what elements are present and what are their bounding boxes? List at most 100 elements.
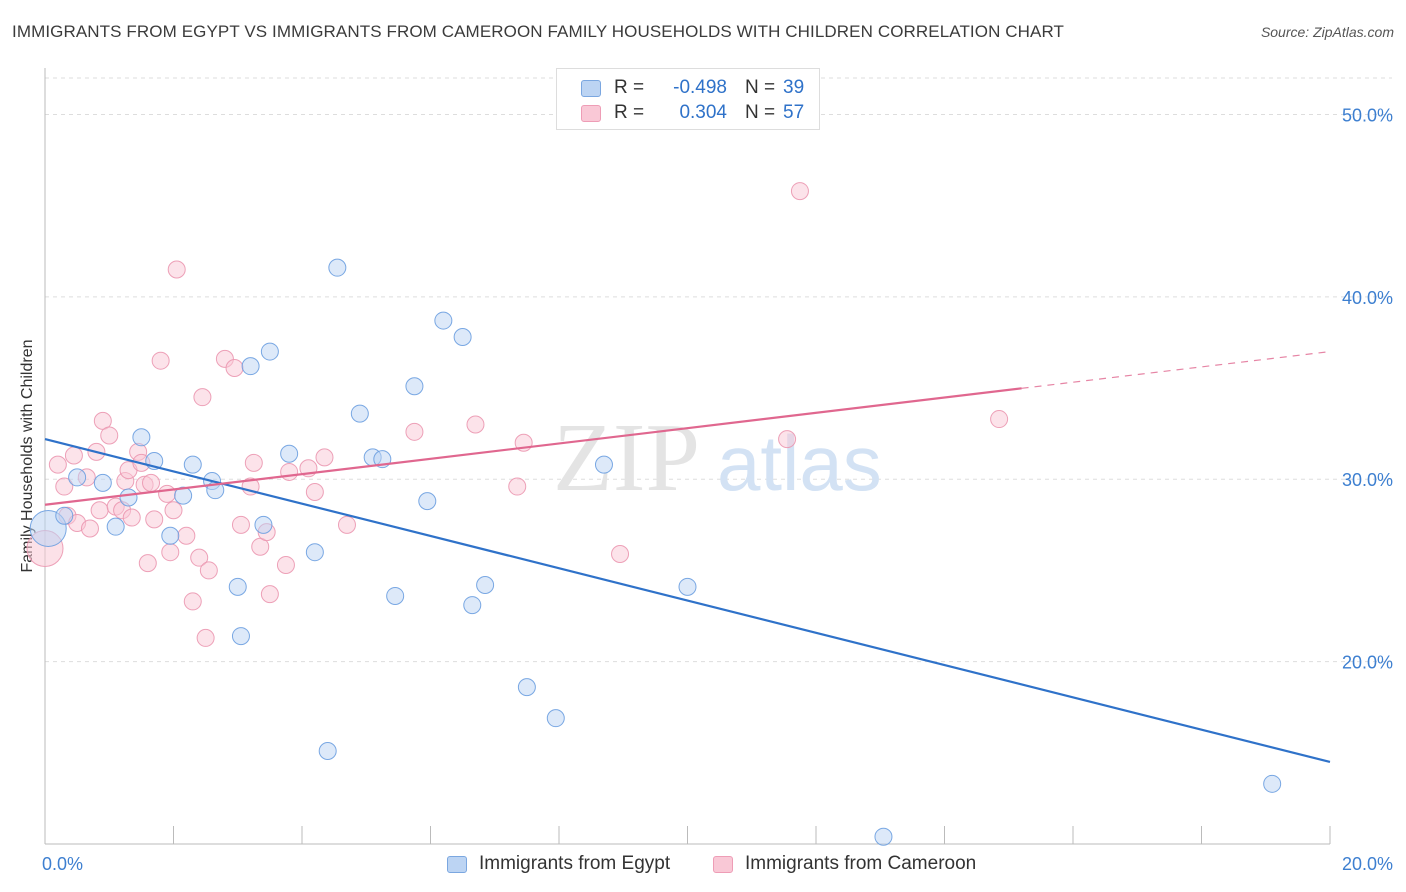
egypt-point xyxy=(161,526,180,545)
cameroon-point xyxy=(508,477,527,496)
egypt-point xyxy=(678,577,697,596)
cameroon-point xyxy=(225,358,244,377)
cameroon-point xyxy=(145,510,164,529)
bottom-legend-egypt: Immigrants from Egypt xyxy=(447,852,670,876)
bottom-legend-label-egypt: Immigrants from Egypt xyxy=(479,853,671,874)
egypt-point xyxy=(453,327,472,346)
cameroon-point xyxy=(122,508,141,527)
cameroon-point xyxy=(164,501,183,520)
cameroon-point xyxy=(231,515,250,534)
egypt-point xyxy=(386,586,405,605)
cameroon-trend-line-extension xyxy=(1021,350,1331,389)
watermark-atlas: atlas xyxy=(717,419,882,507)
cameroon-point xyxy=(167,260,186,279)
cameroon-point xyxy=(280,462,299,481)
legend-r-value-egypt: -0.498 xyxy=(673,77,727,98)
egypt-point xyxy=(405,377,424,396)
legend-n-value-egypt: 39 xyxy=(783,77,805,98)
cameroon-point xyxy=(177,526,196,545)
egypt-point xyxy=(119,488,138,507)
series-cameroon-points xyxy=(26,182,1009,647)
legend-swatch-egypt xyxy=(581,79,601,97)
cameroon-point xyxy=(55,477,74,496)
cameroon-point xyxy=(196,628,215,647)
egypt-point xyxy=(231,627,250,646)
egypt-point xyxy=(594,455,613,474)
legend-swatch-cameroon xyxy=(581,104,601,122)
x-tick-label: 20.0% xyxy=(1342,854,1393,874)
egypt-point xyxy=(546,709,565,728)
egypt-point xyxy=(132,428,151,447)
egypt-point xyxy=(476,576,495,595)
cameroon-point xyxy=(48,455,67,474)
cameroon-point xyxy=(337,515,356,534)
egypt-point xyxy=(183,455,202,474)
cameroon-point xyxy=(193,388,212,407)
series-egypt-points xyxy=(29,258,1282,846)
cameroon-point xyxy=(466,415,485,434)
egypt-point xyxy=(305,543,324,562)
cameroon-point xyxy=(315,448,334,467)
chart-title: IMMIGRANTS FROM EGYPT VS IMMIGRANTS FROM… xyxy=(12,22,1065,41)
cameroon-point xyxy=(64,446,83,465)
cameroon-point xyxy=(790,182,809,201)
bottom-legend-swatch-cameroon xyxy=(713,855,733,873)
egypt-point xyxy=(260,342,279,361)
y-tick-label: 20.0% xyxy=(1342,653,1393,673)
cameroon-point xyxy=(158,484,177,503)
cameroon-point xyxy=(305,483,324,502)
legend-row-egypt: R = -0.498 N = 39 xyxy=(581,77,804,99)
cameroon-point xyxy=(183,592,202,611)
correlation-legend: R = -0.498 N = 39 R = 0.304 N = 57 xyxy=(556,68,820,130)
cameroon-point xyxy=(142,473,161,492)
y-tick-label: 50.0% xyxy=(1342,105,1393,125)
bottom-legend-swatch-egypt xyxy=(447,855,467,873)
egypt-point xyxy=(517,678,536,697)
egypt-point xyxy=(874,827,893,846)
cameroon-point xyxy=(244,453,263,472)
cameroon-point xyxy=(276,555,295,574)
egypt-point xyxy=(1263,774,1282,793)
egypt-point xyxy=(434,311,453,330)
cameroon-point xyxy=(990,410,1009,429)
bottom-legend-cameroon: Immigrants from Cameroon xyxy=(713,852,976,876)
cameroon-point xyxy=(260,585,279,604)
y-tick-label: 40.0% xyxy=(1342,288,1393,308)
cameroon-trend-line xyxy=(44,387,1022,506)
legend-r-value-cameroon: 0.304 xyxy=(679,102,727,123)
y-tick-label: 30.0% xyxy=(1342,470,1393,490)
cameroon-point xyxy=(80,519,99,538)
egypt-point xyxy=(318,741,337,760)
cameroon-point xyxy=(161,543,180,562)
tick-labels: 20.0% 30.0% 40.0% 50.0% 0.0% 20.0% xyxy=(42,105,1393,874)
egypt-trend-line xyxy=(44,438,1331,763)
legend-n-label: N = xyxy=(745,102,776,123)
axes xyxy=(44,68,1331,845)
egypt-point xyxy=(418,492,437,511)
egypt-point xyxy=(106,517,125,536)
watermark: ZIP atlas xyxy=(553,404,882,512)
cameroon-point xyxy=(151,351,170,370)
legend-r-label: R = xyxy=(614,77,645,98)
egypt-point xyxy=(463,596,482,615)
cameroon-point xyxy=(611,545,630,564)
egypt-point xyxy=(55,506,74,525)
cameroon-point xyxy=(199,561,218,580)
egypt-point xyxy=(68,468,87,487)
watermark-zip: ZIP xyxy=(553,404,700,512)
legend-n-value-cameroon: 57 xyxy=(783,102,805,123)
trend-lines xyxy=(44,350,1331,763)
legend-row-cameroon: R = 0.304 N = 57 xyxy=(581,102,804,124)
cameroon-point xyxy=(138,554,157,573)
source-label: Source: ZipAtlas.com xyxy=(1260,24,1394,40)
egypt-point xyxy=(93,473,112,492)
legend-n-label: N = xyxy=(745,77,776,98)
legend-r-label: R = xyxy=(614,102,645,123)
cameroon-point xyxy=(405,422,424,441)
egypt-point xyxy=(350,404,369,423)
cameroon-point xyxy=(778,430,797,449)
cameroon-point xyxy=(90,501,109,520)
egypt-point xyxy=(228,577,247,596)
egypt-point xyxy=(328,258,347,277)
